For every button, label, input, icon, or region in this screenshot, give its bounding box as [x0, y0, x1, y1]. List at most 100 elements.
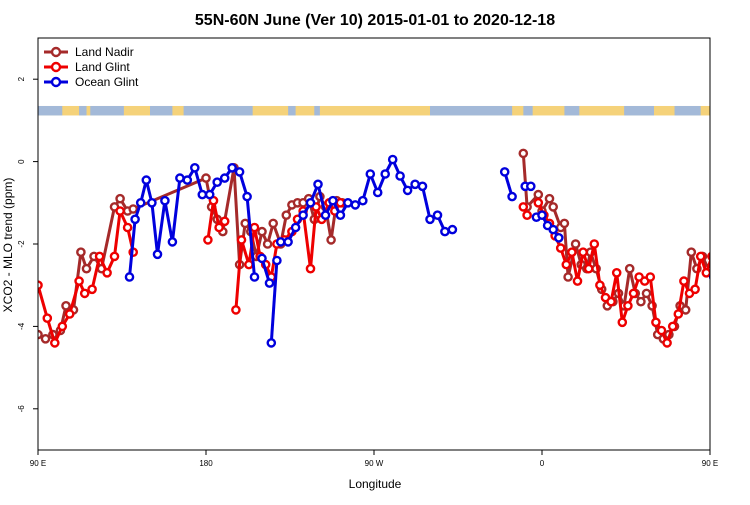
data-point-land-nadir [548, 202, 559, 212]
map-strip-ocean [564, 105, 580, 116]
map-strip-ocean [674, 105, 701, 116]
data-point-land-nadir [641, 288, 652, 299]
data-point-land-glint [79, 288, 90, 299]
data-point-land-nadir [680, 305, 691, 315]
data-point-ocean-glint [266, 338, 277, 348]
legend-label: Ocean Glint [75, 75, 139, 89]
data-point-ocean-glint [335, 210, 346, 220]
y-tick-label: -6 [17, 405, 26, 413]
legend-swatch-marker [50, 46, 62, 58]
data-point-land-nadir [734, 205, 741, 212]
data-point-ocean-glint [721, 199, 728, 206]
series-line-ocean-glint [714, 178, 750, 277]
data-point-ocean-glint [175, 173, 185, 183]
data-point-land-glint [102, 267, 112, 278]
data-point-land-nadir [729, 207, 736, 214]
map-strip-ocean [624, 105, 654, 116]
data-point-land-glint [628, 288, 639, 299]
data-point-land-glint [518, 202, 529, 212]
data-point-land-nadir [281, 210, 292, 220]
data-point-ocean-glint [249, 272, 260, 282]
data-point-land-nadir [128, 204, 138, 214]
data-point-ocean-glint [708, 273, 710, 281]
data-point-land-glint [589, 239, 600, 249]
legend-entry-land-nadir: Land Nadir [44, 45, 134, 59]
data-point-land-glint [583, 263, 594, 274]
data-point-ocean-glint [554, 232, 564, 243]
data-point-ocean-glint [387, 154, 398, 165]
data-point-land-glint [714, 207, 721, 214]
data-point-ocean-glint [234, 167, 245, 177]
data-point-land-nadir [326, 235, 336, 245]
data-point-ocean-glint [147, 197, 157, 208]
data-point-ocean-glint [167, 237, 178, 247]
series-land-nadir [38, 148, 741, 344]
legend-swatch-marker [50, 76, 62, 88]
data-point-ocean-glint [425, 214, 435, 225]
data-point-ocean-glint [227, 162, 237, 173]
data-point-land-glint [522, 210, 532, 220]
plot-area: 90 E 180 90 W 0 90 E -6 -4 -2 0 2 [17, 37, 750, 468]
data-point-land-glint [236, 235, 247, 245]
x-tick-label: 180 [199, 459, 213, 468]
data-point-ocean-glint [738, 251, 745, 258]
data-point-ocean-glint [189, 162, 200, 173]
data-point-ocean-glint [328, 195, 338, 206]
data-point-ocean-glint [197, 189, 208, 200]
legend-label: Land Nadir [75, 45, 134, 59]
map-strip-ocean [38, 105, 63, 116]
data-point-land-nadir [563, 272, 573, 282]
data-point-land-glint [109, 251, 120, 262]
data-point-land-nadir [723, 195, 730, 202]
data-point-ocean-glint [152, 249, 163, 260]
data-point-ocean-glint [733, 199, 740, 206]
legend-swatch-marker [50, 61, 62, 73]
data-point-land-nadir [76, 247, 86, 257]
data-point-land-nadir [559, 218, 570, 229]
data-point-ocean-glint [395, 171, 405, 181]
data-point-ocean-glint [272, 255, 282, 266]
data-point-land-nadir [718, 203, 725, 210]
data-point-ocean-glint [447, 224, 458, 235]
data-point-land-glint [74, 276, 84, 286]
data-point-ocean-glint [537, 210, 547, 220]
data-point-land-nadir [636, 296, 646, 307]
data-point-ocean-glint [343, 197, 353, 208]
data-point-land-glint [651, 317, 661, 328]
data-point-land-nadir [518, 148, 529, 159]
plot-frame [37, 37, 711, 451]
data-point-land-glint [115, 206, 125, 216]
data-point-ocean-glint [275, 237, 286, 247]
data-point-land-nadir [268, 218, 279, 229]
map-strip-ocean [150, 105, 173, 116]
map-strip [38, 105, 710, 116]
data-point-ocean-glint [264, 278, 275, 288]
data-point-land-nadir [624, 263, 635, 274]
data-point-ocean-glint [548, 224, 559, 235]
data-point-land-glint [679, 276, 689, 286]
data-point-land-glint [203, 235, 213, 245]
data-point-land-glint [707, 251, 710, 261]
chart-title: 55N-60N June (Ver 10) 2015-01-01 to 2020… [195, 12, 555, 29]
x-tick-label: 90 W [365, 459, 384, 468]
y-tick-label: 0 [17, 159, 26, 164]
data-point-land-glint [695, 251, 706, 262]
data-point-land-glint [720, 224, 727, 231]
map-strip-ocean [523, 105, 533, 116]
data-point-ocean-glint [141, 175, 152, 185]
data-point-land-glint [533, 197, 544, 208]
data-point-ocean-glint [298, 210, 308, 220]
data-point-ocean-glint [242, 191, 252, 202]
data-point-ocean-glint [365, 169, 376, 179]
data-point-land-glint [305, 263, 316, 274]
series-land-glint [38, 195, 727, 348]
data-point-land-glint [42, 313, 53, 324]
data-point-ocean-glint [290, 222, 301, 233]
data-point-ocean-glint [320, 210, 331, 220]
data-point-land-glint [122, 222, 133, 233]
data-point-land-nadir [201, 173, 211, 183]
data-point-ocean-glint [350, 200, 361, 210]
data-point-land-glint [561, 259, 572, 270]
